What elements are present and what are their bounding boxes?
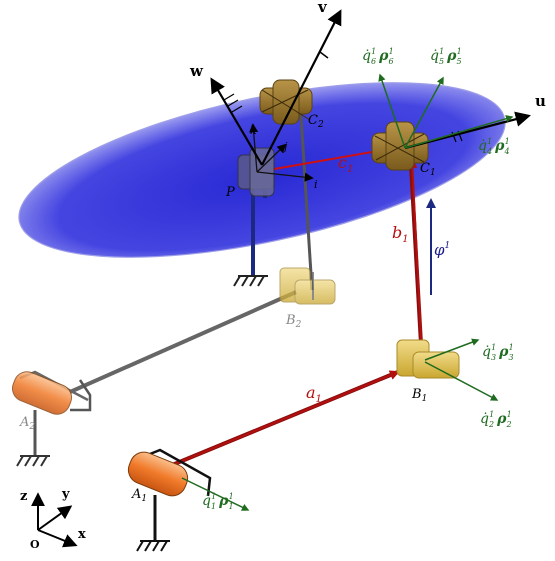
point-b2-label: B2 <box>285 313 302 330</box>
joint-b1 <box>396 339 460 379</box>
axis-x-label: x <box>78 527 86 542</box>
axis-v-label: v <box>317 0 328 16</box>
point-p-label: P <box>225 185 235 200</box>
screw-q2-label: q̇21 ρ21 <box>480 410 512 429</box>
vector-a1 <box>164 370 400 469</box>
svg-text:b1: b1 <box>392 223 409 245</box>
vector-b1 <box>407 158 423 357</box>
point-b1-label: B1 <box>411 387 427 404</box>
ground-symbol-p <box>233 275 268 287</box>
ground-symbol-a1 <box>136 540 170 552</box>
frame-j-label: j <box>281 140 288 153</box>
frame-i-label: i <box>314 178 318 191</box>
actuator-a2 <box>11 370 89 467</box>
point-a1-label: A1 <box>131 487 147 504</box>
svg-text:A2: A2 <box>19 415 35 432</box>
svg-text:A1: A1 <box>131 487 147 504</box>
link-b1-label: b1 <box>392 223 409 245</box>
axis-y-label: y <box>61 487 70 502</box>
svg-text:φ1: φ1 <box>434 241 450 259</box>
platform-frame <box>249 123 314 182</box>
svg-text:C2: C2 <box>308 113 324 130</box>
base-frame <box>31 492 78 548</box>
svg-text:a1: a1 <box>306 383 322 405</box>
screw-q5-label: q̇51 ρ51 <box>430 47 462 66</box>
screw-q1-label: q̇11 ρ11 <box>202 492 234 511</box>
axis-u-label: u <box>535 92 546 110</box>
screw-q3-label: q̇31 ρ31 <box>482 343 514 362</box>
actuator-a1 <box>127 448 212 552</box>
point-a2-label: A2 <box>19 415 35 432</box>
axis-w-label: w <box>189 62 204 80</box>
svg-text:B1: B1 <box>411 387 427 404</box>
point-c2-label: C2 <box>308 113 324 130</box>
phi-label: φ1 <box>434 241 450 259</box>
link-a1-label: a1 <box>306 383 322 405</box>
svg-text:P: P <box>225 185 235 200</box>
link-c1-label: c1 <box>338 153 353 175</box>
axis-z-label: z <box>20 489 27 504</box>
screw-axes <box>181 73 514 511</box>
origin-label: O <box>30 538 40 551</box>
frame-k-label: k <box>250 124 257 137</box>
leg-2 <box>69 99 314 412</box>
screw-q4-label: q̇41 ρ41 <box>478 137 510 156</box>
joint-b2 <box>279 267 336 305</box>
ground-symbol-a2 <box>16 455 50 467</box>
svg-text:B2: B2 <box>285 313 302 330</box>
screw-q6-label: q̇61 ρ61 <box>362 47 394 66</box>
joint-c1 <box>371 121 429 171</box>
svg-text:C1: C1 <box>420 161 436 178</box>
point-c1-label: C1 <box>420 161 436 178</box>
svg-text:c1: c1 <box>338 153 353 175</box>
